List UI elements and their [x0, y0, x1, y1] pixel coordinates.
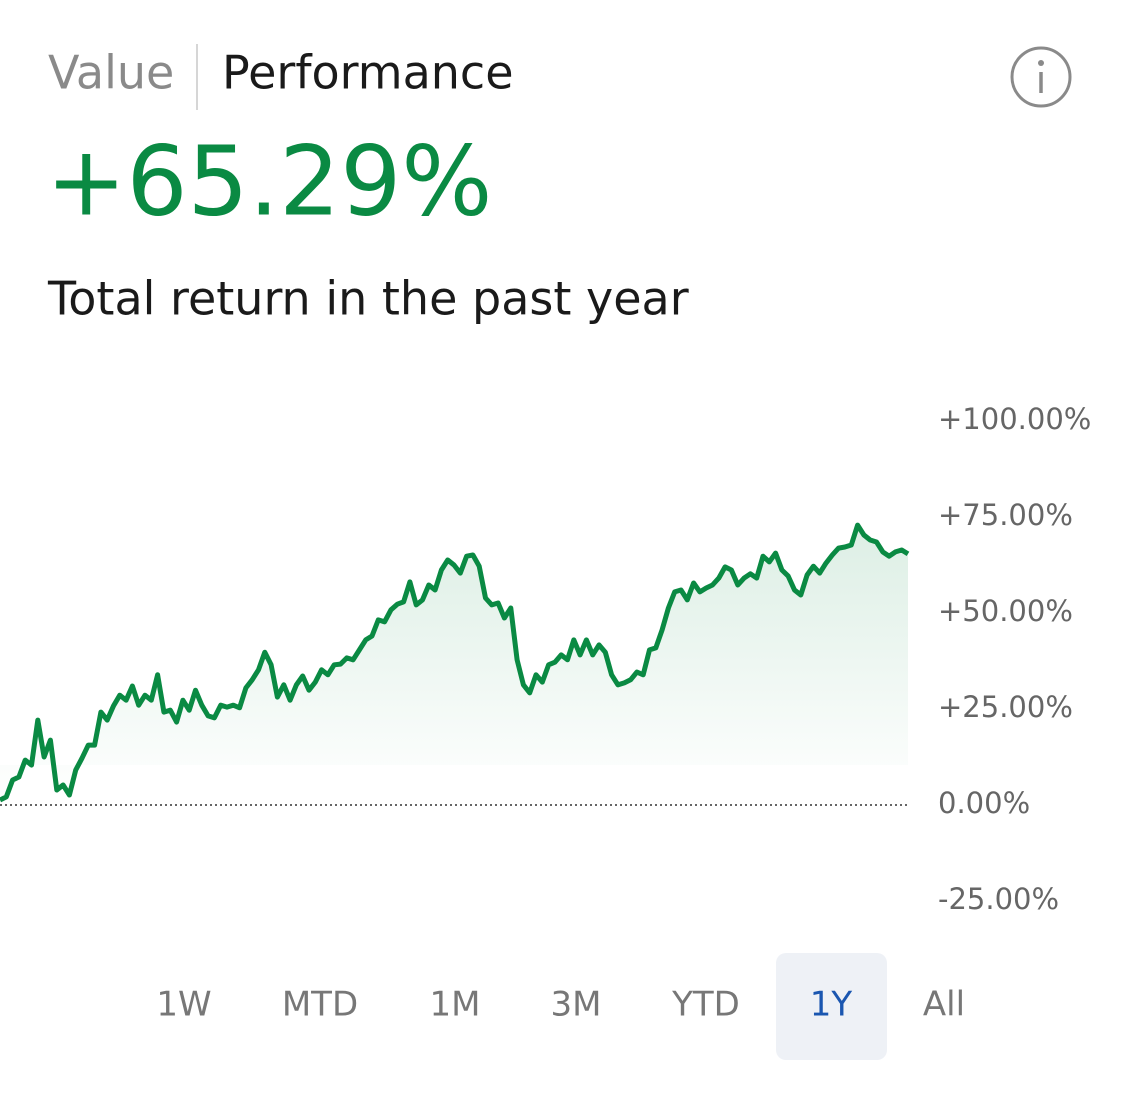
- range-highlight: [776, 953, 887, 1060]
- range-button[interactable]: All: [923, 985, 965, 1025]
- performance-tab[interactable]: Performance: [222, 46, 514, 100]
- range-button[interactable]: 1M: [430, 985, 481, 1025]
- info-button[interactable]: [1010, 46, 1072, 108]
- y-tick-label: +100.00%: [938, 402, 1091, 436]
- range-selector: 1W MTD 1M 3M YTD 1Y All: [156, 953, 965, 1060]
- range-button[interactable]: 3M: [551, 985, 602, 1025]
- headline-return: +65.29%: [46, 125, 492, 237]
- info-dot: [1038, 60, 1044, 66]
- chart: +100.00% +75.00% +50.00% +25.00% 0.00% -25.00…: [0, 402, 1091, 916]
- range-button[interactable]: MTD: [282, 985, 358, 1025]
- y-tick-label: -25.00%: [938, 882, 1059, 916]
- return-line: [0, 522, 910, 803]
- range-button[interactable]: 1Y: [810, 985, 853, 1025]
- y-tick-label: +25.00%: [938, 690, 1073, 724]
- info-circle: [1010, 46, 1072, 108]
- value-tab[interactable]: Value: [48, 46, 174, 100]
- y-tick-label: +75.00%: [938, 498, 1073, 532]
- y-tick-label: 0.00%: [938, 786, 1030, 820]
- range-button[interactable]: 1W: [156, 985, 211, 1025]
- y-tick-label: +50.00%: [938, 594, 1073, 628]
- range-button[interactable]: YTD: [671, 985, 740, 1025]
- subtitle: Total return in the past year: [47, 272, 689, 326]
